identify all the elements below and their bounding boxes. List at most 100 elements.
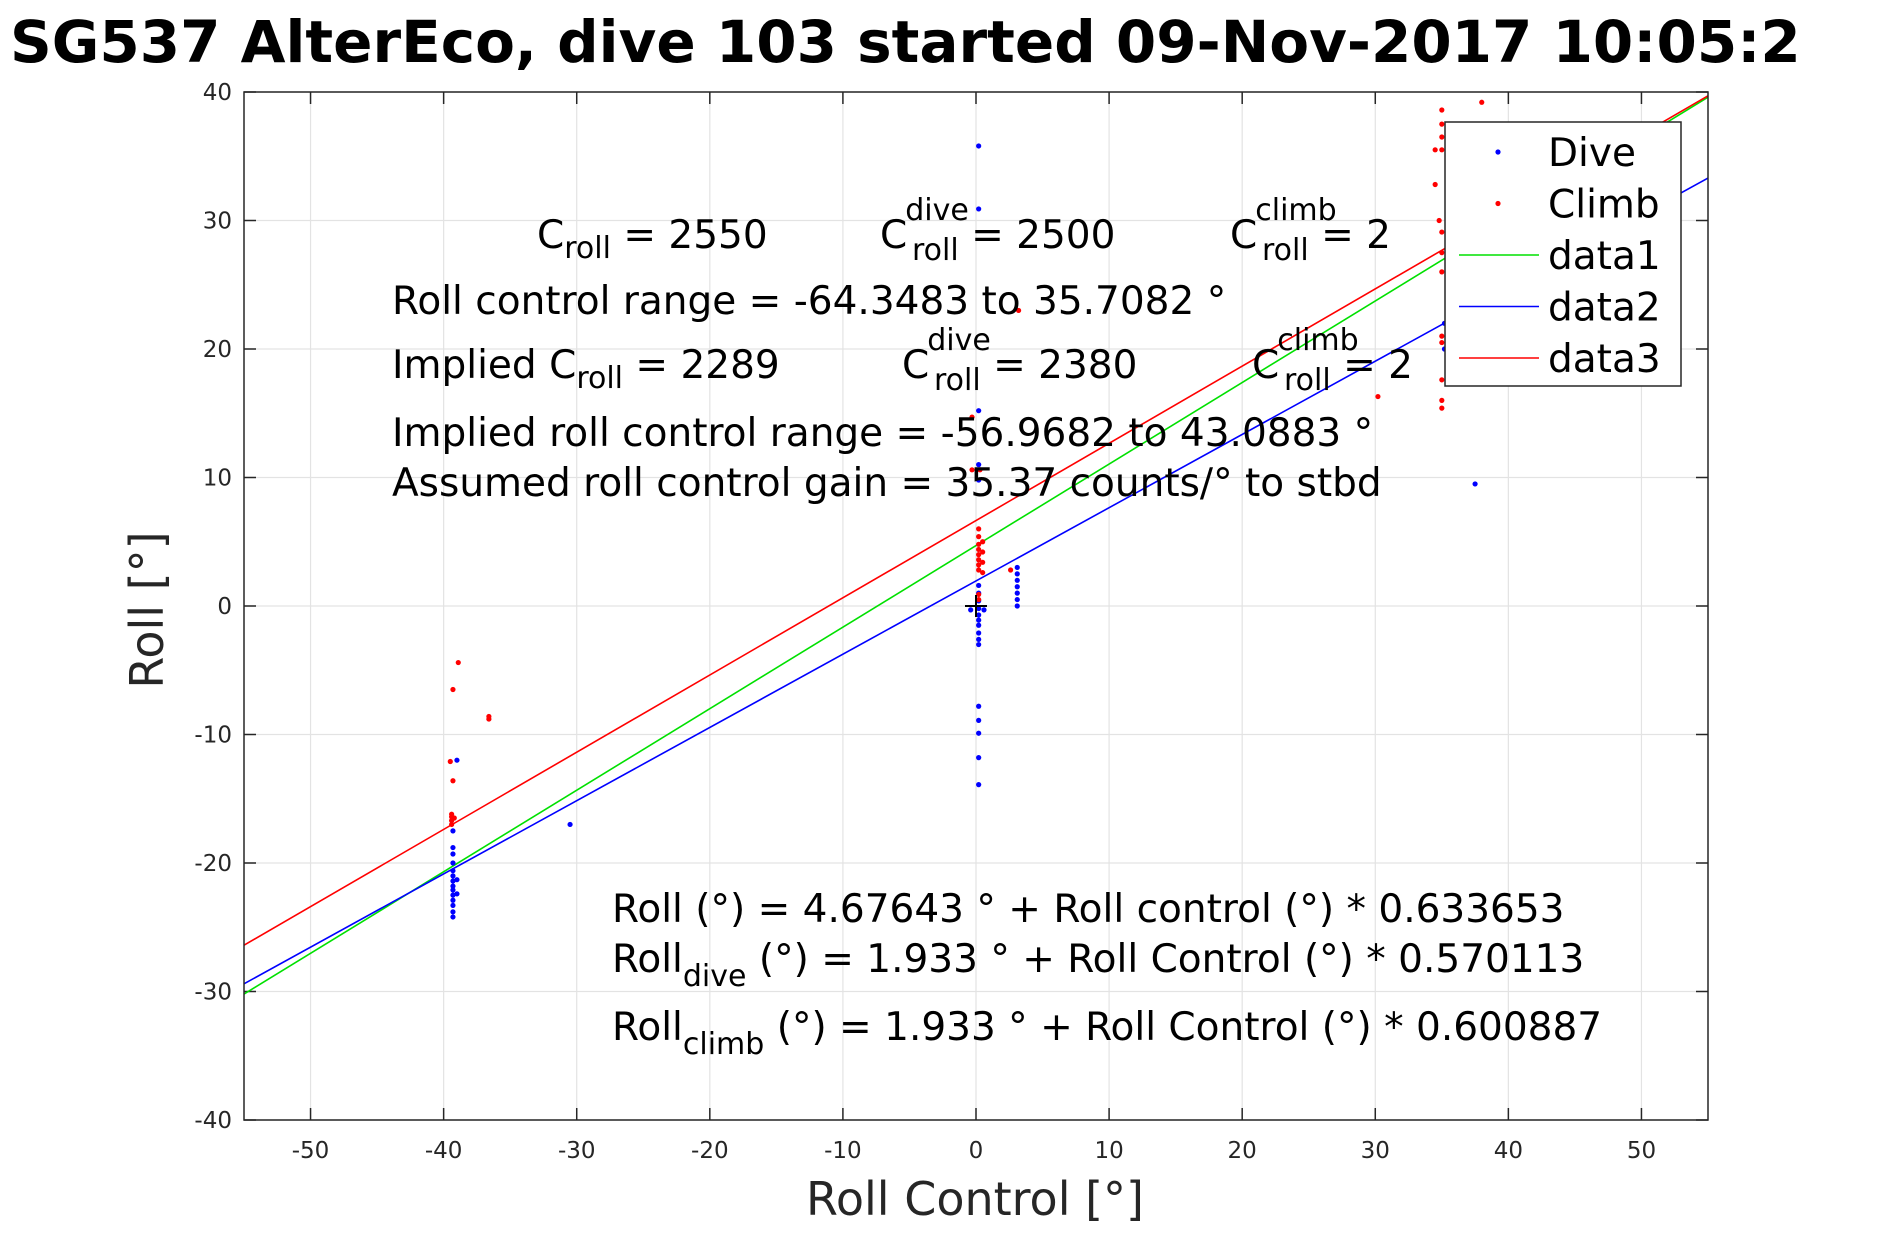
point-dive: [976, 755, 982, 761]
point-climb: [1432, 147, 1438, 153]
y-axis-label: Roll [°]: [120, 531, 174, 688]
point-climb: [1008, 567, 1014, 573]
point-climb: [1479, 99, 1485, 105]
point-dive: [976, 612, 982, 618]
point-dive: [1014, 603, 1020, 609]
point-dive: [450, 868, 456, 874]
point-dive: [976, 622, 982, 628]
y-tick-label: -20: [194, 851, 232, 877]
point-dive: [450, 878, 456, 884]
point-dive: [1014, 596, 1020, 603]
point-climb: [977, 467, 983, 473]
point-dive: [976, 730, 982, 736]
y-tick-label: -30: [194, 980, 232, 1006]
y-tick-label: 10: [203, 466, 232, 492]
point-climb: [976, 562, 982, 568]
legend: Dive Climb data1 data2 data3: [1444, 121, 1682, 387]
point-dive: [450, 828, 456, 834]
c-roll-label: Croll = 2550: [537, 213, 768, 266]
point-dive: [450, 844, 456, 851]
point-climb: [976, 591, 982, 598]
point-climb: [1439, 147, 1445, 153]
point-climb: [1375, 393, 1381, 400]
y-tick-label: 40: [203, 80, 232, 106]
point-dive: [976, 717, 982, 723]
point-dive: [1014, 577, 1020, 583]
x-tick-label: 30: [1361, 1138, 1390, 1164]
point-dive: [976, 630, 982, 636]
y-tick-label: -10: [194, 723, 232, 749]
point-climb: [451, 815, 457, 821]
point-climb: [980, 539, 986, 545]
point-climb: [976, 546, 982, 553]
point-dive: [450, 914, 456, 920]
point-climb: [976, 541, 982, 547]
point-climb: [976, 596, 982, 603]
point-dive: [976, 782, 982, 788]
point-climb: [1432, 181, 1438, 188]
point-dive: [454, 891, 460, 897]
point-climb: [1439, 405, 1445, 411]
point-dive: [976, 206, 982, 212]
point-climb: [976, 567, 982, 573]
point-climb: [976, 552, 982, 558]
x-axis-label: Roll Control [°]: [806, 1172, 1144, 1226]
point-dive: [450, 897, 456, 903]
point-dive: [450, 902, 456, 909]
legend-box: [1444, 121, 1682, 387]
legend-label-data3: data3: [1548, 337, 1661, 382]
point-climb: [1439, 397, 1445, 403]
implied-roll-control-range: Implied roll control range = -56.9682 to…: [392, 411, 1373, 456]
point-climb: [1439, 121, 1445, 127]
legend-marker-dive: [1495, 149, 1501, 155]
point-dive: [968, 607, 974, 613]
point-dive: [1014, 590, 1020, 596]
annotation-bottom: Roll (°) = 4.67643 ° + Roll control (°) …: [612, 887, 1602, 1062]
point-dive: [450, 851, 456, 857]
point-dive: [976, 617, 982, 623]
point-climb: [969, 414, 975, 420]
point-dive: [1472, 481, 1478, 487]
point-climb: [486, 716, 492, 722]
c-dive-label: Cdive roll = 2500: [880, 193, 1115, 268]
x-tick-label: -40: [425, 1138, 463, 1164]
chart-title: SG537 AlterEco, dive 103 started 09-Nov-…: [10, 8, 1801, 76]
point-dive: [450, 860, 456, 866]
point-dive: [450, 909, 456, 915]
point-dive: [976, 641, 982, 648]
legend-label-dive: Dive: [1548, 131, 1636, 176]
point-climb: [455, 659, 461, 666]
y-tick-label: 20: [203, 337, 232, 363]
x-tick-label: 50: [1627, 1138, 1656, 1164]
legend-marker-climb: [1495, 200, 1501, 207]
implied-c-dive-label: Cdive roll = 2380: [902, 323, 1137, 398]
point-dive: [976, 408, 982, 414]
point-climb: [1436, 217, 1442, 224]
point-dive: [1014, 571, 1020, 577]
implied-c-roll-label: Implied Croll = 2289: [392, 343, 780, 396]
legend-label-data2: data2: [1548, 286, 1661, 331]
plot-frame: [243, 91, 1709, 1121]
point-climb: [1439, 107, 1445, 113]
point-climb: [1439, 250, 1445, 256]
point-climb: [1015, 307, 1022, 314]
point-dive: [976, 462, 982, 468]
x-axis: -50 -40 -30 -20 -10 0 10 20 30 40 50: [292, 92, 1656, 1164]
x-tick-label: -20: [691, 1138, 729, 1164]
point-dive: [976, 143, 982, 149]
point-climb: [976, 526, 982, 532]
point-dive: [450, 887, 456, 893]
x-tick-label: 20: [1228, 1138, 1257, 1164]
x-tick-label: 40: [1494, 1138, 1523, 1164]
point-climb: [1439, 339, 1445, 346]
x-tick-label: -10: [824, 1138, 862, 1164]
point-dive: [981, 607, 987, 613]
markers: [965, 595, 987, 617]
point-climb: [980, 569, 986, 576]
point-climb: [976, 534, 982, 540]
x-tick-label: 0: [969, 1138, 984, 1164]
point-climb: [1439, 333, 1445, 339]
point-dive: [450, 892, 456, 898]
point-dive: [454, 877, 460, 883]
